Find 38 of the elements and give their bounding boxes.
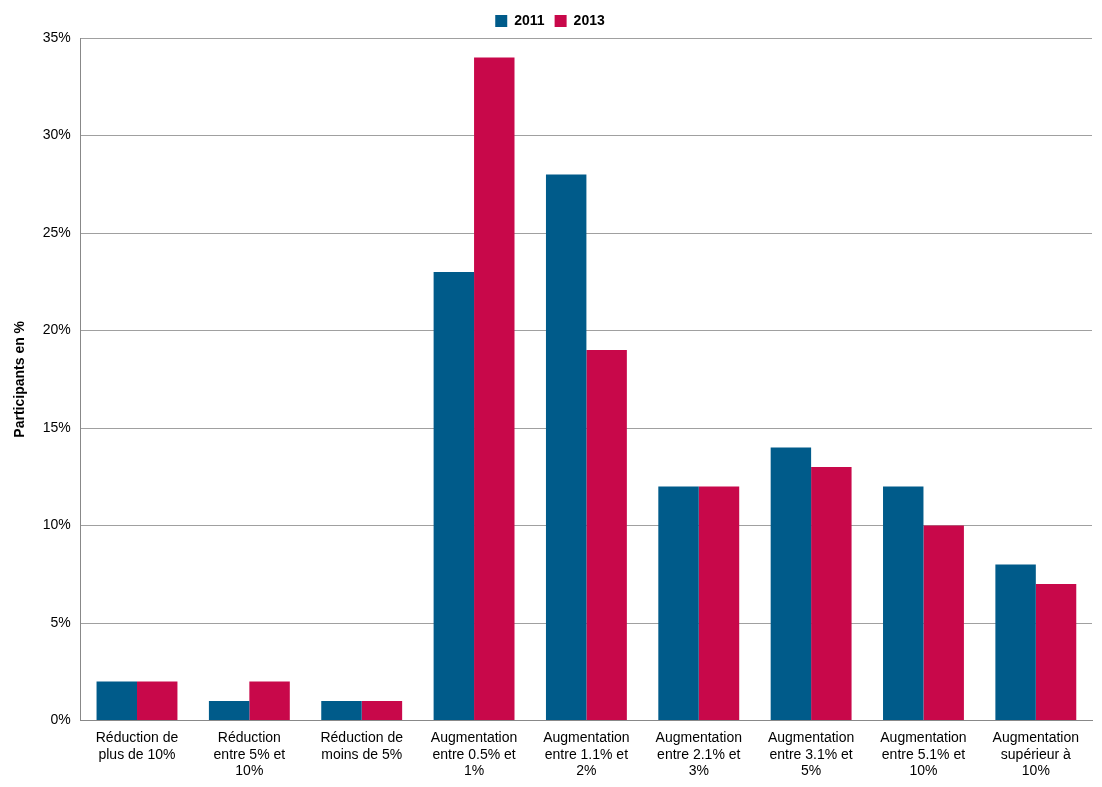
y-tick-label: 0% [50, 711, 71, 728]
bar [923, 525, 964, 721]
bar [137, 681, 178, 721]
bar [995, 564, 1036, 721]
x-tick-label: Réduction entre 5% et 10% [213, 728, 286, 779]
bar [361, 701, 403, 721]
y-tick-label: 5% [50, 613, 71, 630]
bar [586, 350, 627, 721]
y-tick-label: 10% [42, 516, 71, 533]
x-tick-label: Augmentation entre 1.1% et 2% [543, 728, 630, 779]
bar [96, 681, 137, 721]
x-tick-label: Augmentation entre 2.1% et 3% [655, 728, 742, 779]
bar [321, 701, 362, 721]
y-tick-label: 35% [42, 28, 71, 45]
bar [249, 681, 290, 721]
y-tick-label: 25% [42, 223, 71, 240]
bar [658, 486, 699, 721]
x-tick-label: Réduction de moins de 5% [320, 728, 404, 762]
bar [545, 174, 587, 721]
legend-label: 2013 [573, 11, 605, 28]
y-tick-label: 30% [42, 126, 71, 143]
bar [770, 447, 812, 721]
x-tick-label: Augmentation supérieur à 10% [992, 728, 1080, 779]
x-tick-label: Réduction de plus de 10% [95, 728, 179, 762]
bar [433, 272, 475, 721]
x-tick-label: Augmentation entre 0.5% et 1% [430, 728, 518, 779]
y-tick-label: 20% [42, 321, 71, 338]
y-tick-label: 15% [42, 418, 71, 435]
bar [1035, 584, 1077, 721]
x-tick-label: Augmentation entre 5.1% et 10% [880, 728, 967, 779]
legend-label: 2011 [514, 11, 545, 28]
bar [698, 486, 740, 721]
bar [208, 701, 250, 721]
x-tick-label: Augmentation entre 3.1% et 5% [767, 728, 855, 779]
y-axis-title: Participants en % [11, 320, 28, 438]
bar [474, 57, 515, 721]
bar [811, 467, 852, 721]
bar [883, 486, 924, 721]
